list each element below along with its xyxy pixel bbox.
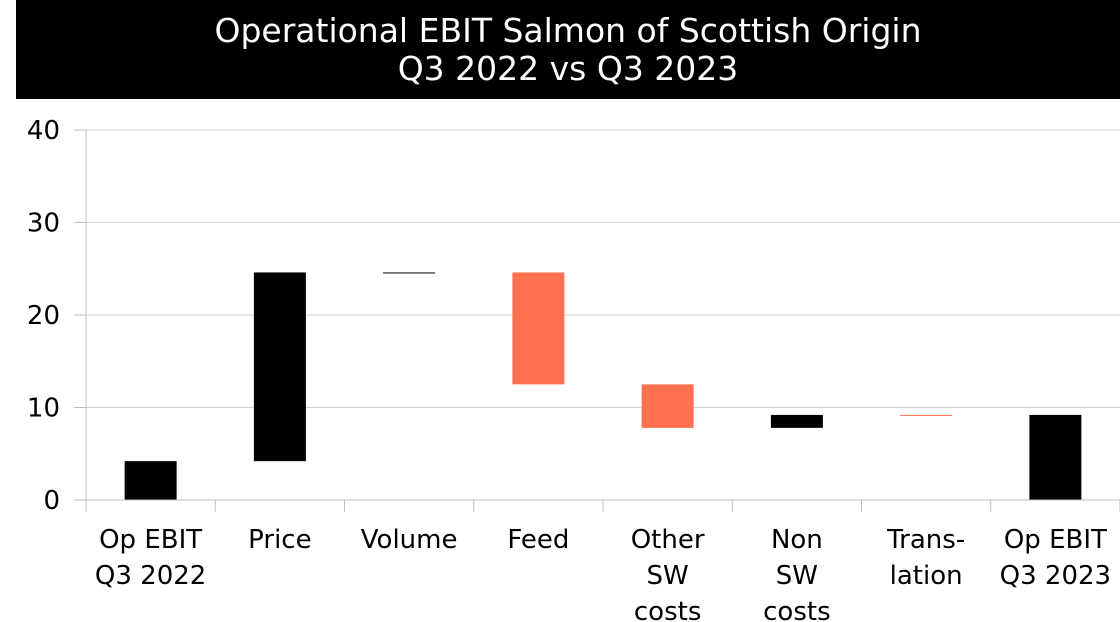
y-tick-label: 40 [27, 116, 60, 146]
bar-5 [770, 414, 823, 428]
axes [74, 129, 1120, 512]
y-tick-label: 20 [27, 301, 60, 331]
bar-1 [253, 272, 306, 462]
y-tick-label: 30 [27, 209, 60, 239]
x-tick-labels: Op EBIT Q3 2022 Price Volume Feed Other SW cost… [95, 525, 1111, 622]
y-tick-label: 0 [43, 486, 60, 516]
x-tick-label: Non SW costs [763, 525, 831, 622]
x-tick-label: Price [248, 525, 311, 555]
x-tick-label: Feed [507, 525, 569, 555]
y-tick-labels: 0 10 20 30 40 [27, 116, 60, 516]
chart-subtitle: Q3 2022 vs Q3 2023 [397, 49, 739, 88]
bar-4 [641, 384, 694, 428]
x-tick-label: Op EBIT Q3 2023 [1000, 525, 1111, 591]
bar-7 [1029, 414, 1082, 500]
y-tick-label: 10 [27, 394, 60, 424]
x-tick-label: Volume [361, 525, 458, 555]
chart-title: Operational EBIT Salmon of Scottish Orig… [214, 11, 922, 50]
bar-3 [512, 272, 565, 385]
x-tick-label: Other SW costs [631, 525, 705, 622]
bars [124, 272, 1082, 500]
bar-2 [383, 272, 436, 274]
x-tick-label: Trans-lation [886, 525, 965, 591]
gridlines [86, 129, 1120, 408]
chart-title-bar: Operational EBIT Salmon of Scottish Orig… [16, 0, 1120, 99]
bar-0 [124, 461, 177, 500]
bar-6 [900, 414, 953, 416]
x-tick-label: Op EBIT Q3 2022 [95, 525, 206, 591]
